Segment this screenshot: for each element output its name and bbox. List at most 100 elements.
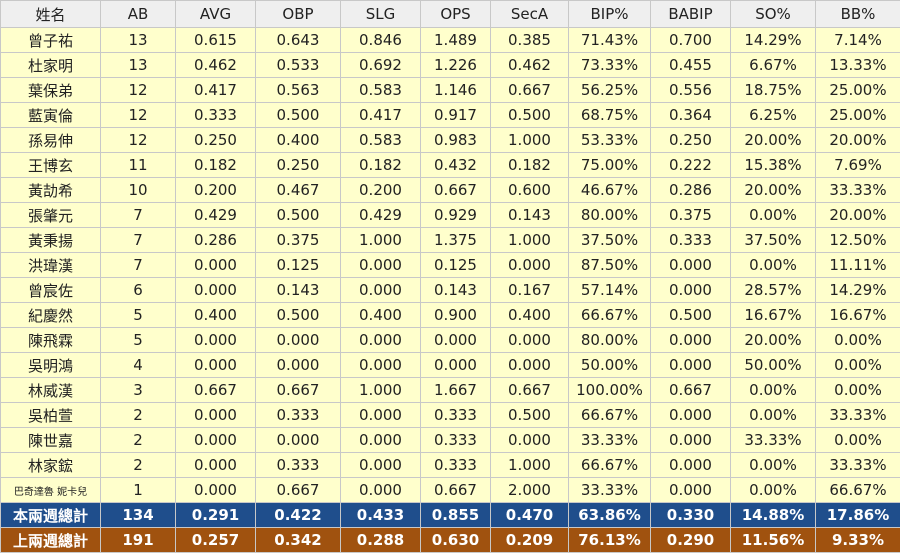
data-row: 張肇元 7 0.429 0.500 0.429 0.929 0.143 80.00% 0.375… [0, 202, 900, 228]
stat-cell: 0.167 [490, 277, 569, 303]
stat-cell: 9.33% [815, 527, 900, 553]
stat-cell: 0.983 [420, 127, 491, 153]
stat-cell: 63.86% [568, 502, 651, 528]
stat-cell: 37.50% [568, 227, 651, 253]
stat-cell: 0.000 [175, 427, 256, 453]
data-row: 紀慶然 5 0.400 0.500 0.400 0.900 0.400 66.67% 0.500… [0, 302, 900, 328]
stat-cell: 0.000 [490, 427, 569, 453]
stat-cell: 33.33% [568, 427, 651, 453]
stat-cell: 0.342 [255, 527, 341, 553]
stat-cell: 66.67% [568, 452, 651, 478]
name-cell: 曾子祐 [0, 27, 101, 53]
stat-cell: 0.291 [175, 502, 256, 528]
stat-cell: 12 [100, 127, 176, 153]
stat-cell: 50.00% [568, 352, 651, 378]
stat-cell: 50.00% [730, 352, 816, 378]
stat-cell: 0.500 [255, 302, 341, 328]
stat-cell: 6 [100, 277, 176, 303]
stat-cell: 0.143 [490, 202, 569, 228]
header-cell: AB [100, 0, 176, 28]
stat-cell: 0.000 [650, 402, 731, 428]
stat-cell: 0.000 [340, 252, 421, 278]
stat-cell: 0.286 [175, 227, 256, 253]
stat-cell: 33.33% [815, 452, 900, 478]
stat-cell: 0.200 [175, 177, 256, 203]
stat-cell: 0.533 [255, 52, 341, 78]
stat-cell: 1.000 [340, 377, 421, 403]
stat-cell: 0.855 [420, 502, 491, 528]
name-cell: 本兩週總計 [0, 502, 101, 528]
stat-cell: 0.429 [175, 202, 256, 228]
stat-cell: 0.000 [420, 352, 491, 378]
stat-cell: 0.929 [420, 202, 491, 228]
stat-cell: 0.000 [175, 477, 256, 503]
stat-cell: 57.14% [568, 277, 651, 303]
name-cell: 葉保弟 [0, 77, 101, 103]
stat-cell: 68.75% [568, 102, 651, 128]
stat-cell: 0.455 [650, 52, 731, 78]
stat-cell: 75.00% [568, 152, 651, 178]
stat-cell: 1.000 [490, 127, 569, 153]
stat-cell: 12 [100, 102, 176, 128]
stat-cell: 0.288 [340, 527, 421, 553]
stat-cell: 1.375 [420, 227, 491, 253]
stat-cell: 0.432 [420, 152, 491, 178]
stat-cell: 13 [100, 52, 176, 78]
stat-cell: 0.000 [255, 327, 341, 353]
stat-cell: 20.00% [815, 202, 900, 228]
stat-cell: 0.00% [730, 402, 816, 428]
data-row: 巴奇達魯 妮卡兒 1 0.000 0.667 0.000 0.667 2.000 33.33%… [0, 477, 900, 503]
stat-cell: 25.00% [815, 77, 900, 103]
table-body: 曾子祐 13 0.615 0.643 0.846 1.489 0.385 71.43% 0.70… [0, 27, 900, 553]
header-cell: BIP% [568, 0, 651, 28]
stat-cell: 0.333 [255, 452, 341, 478]
stat-cell: 7.69% [815, 152, 900, 178]
stat-cell: 16.67% [730, 302, 816, 328]
name-cell: 吳明鴻 [0, 352, 101, 378]
stat-cell: 0.615 [175, 27, 256, 53]
stat-cell: 0.470 [490, 502, 569, 528]
stat-cell: 0.583 [340, 127, 421, 153]
data-row: 林家鋐 2 0.000 0.333 0.000 0.333 1.000 66.67% 0.000… [0, 452, 900, 478]
stat-cell: 0.583 [340, 77, 421, 103]
name-cell: 林家鋐 [0, 452, 101, 478]
stat-cell: 0.333 [175, 102, 256, 128]
stat-cell: 14.29% [730, 27, 816, 53]
stat-cell: 0.182 [490, 152, 569, 178]
stat-cell: 0.500 [490, 102, 569, 128]
stat-cell: 0.000 [490, 352, 569, 378]
stat-cell: 20.00% [730, 177, 816, 203]
stat-cell: 80.00% [568, 327, 651, 353]
stat-cell: 1 [100, 477, 176, 503]
stat-cell: 33.33% [730, 427, 816, 453]
name-cell: 吳柏萱 [0, 402, 101, 428]
stat-cell: 0.00% [730, 202, 816, 228]
stat-cell: 0.143 [420, 277, 491, 303]
data-row: 洪瑋漢 7 0.000 0.125 0.000 0.125 0.000 87.50% 0.000… [0, 252, 900, 278]
stat-cell: 0.000 [255, 427, 341, 453]
stat-cell: 7.14% [815, 27, 900, 53]
stat-cell: 1.146 [420, 77, 491, 103]
stat-cell: 0.400 [340, 302, 421, 328]
stat-cell: 0.000 [175, 327, 256, 353]
data-row: 王博玄 11 0.182 0.250 0.182 0.432 0.182 75.00% 0.22… [0, 152, 900, 178]
stat-cell: 0.000 [255, 352, 341, 378]
stat-cell: 0.333 [420, 427, 491, 453]
stat-cell: 0.257 [175, 527, 256, 553]
stat-cell: 0.333 [650, 227, 731, 253]
stat-cell: 0.250 [255, 152, 341, 178]
stat-cell: 0.375 [650, 202, 731, 228]
stat-cell: 0.00% [815, 327, 900, 353]
data-row: 孫易伸 12 0.250 0.400 0.583 0.983 1.000 53.33% 0.25… [0, 127, 900, 153]
stat-cell: 0.385 [490, 27, 569, 53]
stat-cell: 0.209 [490, 527, 569, 553]
stat-cell: 1.000 [490, 452, 569, 478]
stat-cell: 0.700 [650, 27, 731, 53]
stat-cell: 10 [100, 177, 176, 203]
stat-cell: 18.75% [730, 77, 816, 103]
stat-cell: 0.917 [420, 102, 491, 128]
stat-cell: 7 [100, 252, 176, 278]
name-cell: 陳世嘉 [0, 427, 101, 453]
stat-cell: 0.500 [255, 102, 341, 128]
stat-cell: 0.330 [650, 502, 731, 528]
